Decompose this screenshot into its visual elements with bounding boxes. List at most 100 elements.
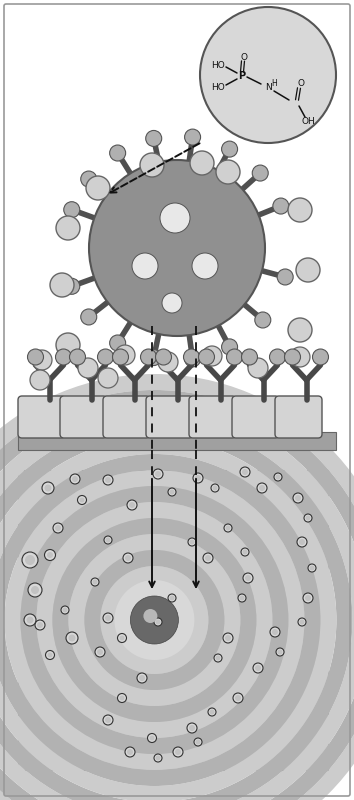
Circle shape: [148, 734, 156, 742]
Circle shape: [274, 473, 282, 481]
Circle shape: [170, 595, 175, 601]
Circle shape: [141, 349, 156, 365]
FancyBboxPatch shape: [232, 396, 279, 438]
Circle shape: [127, 500, 137, 510]
Circle shape: [132, 253, 158, 279]
Circle shape: [304, 514, 312, 522]
Circle shape: [105, 538, 110, 542]
Circle shape: [81, 171, 97, 187]
Circle shape: [233, 693, 243, 703]
Text: O: O: [240, 53, 247, 62]
Circle shape: [81, 309, 97, 325]
Circle shape: [299, 539, 305, 545]
Text: P: P: [239, 71, 246, 81]
Circle shape: [149, 735, 154, 741]
Circle shape: [155, 349, 171, 365]
Circle shape: [278, 650, 282, 654]
Circle shape: [224, 524, 232, 532]
Circle shape: [297, 537, 307, 547]
Circle shape: [95, 647, 105, 657]
FancyBboxPatch shape: [103, 396, 150, 438]
Circle shape: [103, 475, 113, 485]
Circle shape: [50, 273, 74, 297]
Circle shape: [130, 596, 178, 644]
Circle shape: [155, 755, 160, 761]
Circle shape: [223, 633, 233, 643]
Circle shape: [47, 653, 52, 658]
Circle shape: [193, 473, 203, 483]
Circle shape: [97, 649, 103, 655]
Circle shape: [222, 141, 238, 157]
FancyBboxPatch shape: [18, 396, 65, 438]
Circle shape: [120, 635, 125, 641]
Circle shape: [155, 619, 160, 625]
Circle shape: [104, 536, 112, 544]
Text: HO: HO: [211, 62, 225, 70]
Circle shape: [25, 555, 35, 565]
Circle shape: [53, 523, 63, 533]
Circle shape: [70, 474, 80, 484]
Circle shape: [205, 555, 211, 561]
Circle shape: [125, 747, 135, 757]
Circle shape: [200, 7, 336, 143]
Circle shape: [313, 349, 329, 365]
Circle shape: [259, 485, 265, 491]
Circle shape: [306, 515, 310, 521]
FancyBboxPatch shape: [146, 396, 193, 438]
Circle shape: [242, 550, 247, 554]
Circle shape: [115, 345, 135, 365]
Circle shape: [72, 476, 78, 482]
Circle shape: [160, 203, 190, 233]
Circle shape: [45, 485, 51, 491]
Circle shape: [63, 607, 68, 613]
Circle shape: [154, 618, 162, 626]
Circle shape: [56, 333, 80, 357]
Circle shape: [45, 550, 56, 561]
Circle shape: [32, 350, 52, 370]
Circle shape: [253, 663, 263, 673]
Circle shape: [35, 620, 45, 630]
Circle shape: [222, 339, 238, 355]
Circle shape: [98, 368, 118, 388]
Circle shape: [78, 358, 98, 378]
Circle shape: [125, 555, 131, 561]
Text: OH: OH: [301, 118, 315, 126]
Circle shape: [183, 349, 200, 365]
Circle shape: [214, 654, 222, 662]
Circle shape: [168, 594, 176, 602]
Circle shape: [189, 539, 194, 545]
FancyBboxPatch shape: [275, 396, 322, 438]
Circle shape: [252, 165, 268, 181]
Circle shape: [208, 708, 216, 716]
Circle shape: [137, 673, 147, 683]
Text: H: H: [271, 78, 277, 87]
Circle shape: [56, 349, 72, 365]
Circle shape: [80, 498, 85, 502]
Circle shape: [202, 346, 222, 366]
Circle shape: [235, 695, 241, 701]
Circle shape: [22, 552, 38, 568]
Circle shape: [227, 349, 242, 365]
Circle shape: [153, 469, 163, 479]
Circle shape: [255, 312, 271, 328]
Circle shape: [146, 350, 162, 366]
Circle shape: [28, 583, 42, 597]
Circle shape: [190, 151, 214, 175]
Circle shape: [120, 695, 125, 701]
Circle shape: [192, 253, 218, 279]
Circle shape: [170, 490, 175, 494]
Circle shape: [168, 488, 176, 496]
Circle shape: [56, 216, 80, 240]
Circle shape: [277, 269, 293, 285]
Circle shape: [118, 634, 126, 642]
Circle shape: [69, 634, 75, 642]
Circle shape: [210, 710, 215, 714]
Circle shape: [105, 717, 111, 723]
Circle shape: [140, 153, 164, 177]
Circle shape: [295, 495, 301, 501]
Circle shape: [241, 548, 249, 556]
Circle shape: [288, 318, 312, 342]
Circle shape: [175, 749, 181, 755]
Circle shape: [55, 525, 61, 531]
Circle shape: [27, 617, 34, 623]
